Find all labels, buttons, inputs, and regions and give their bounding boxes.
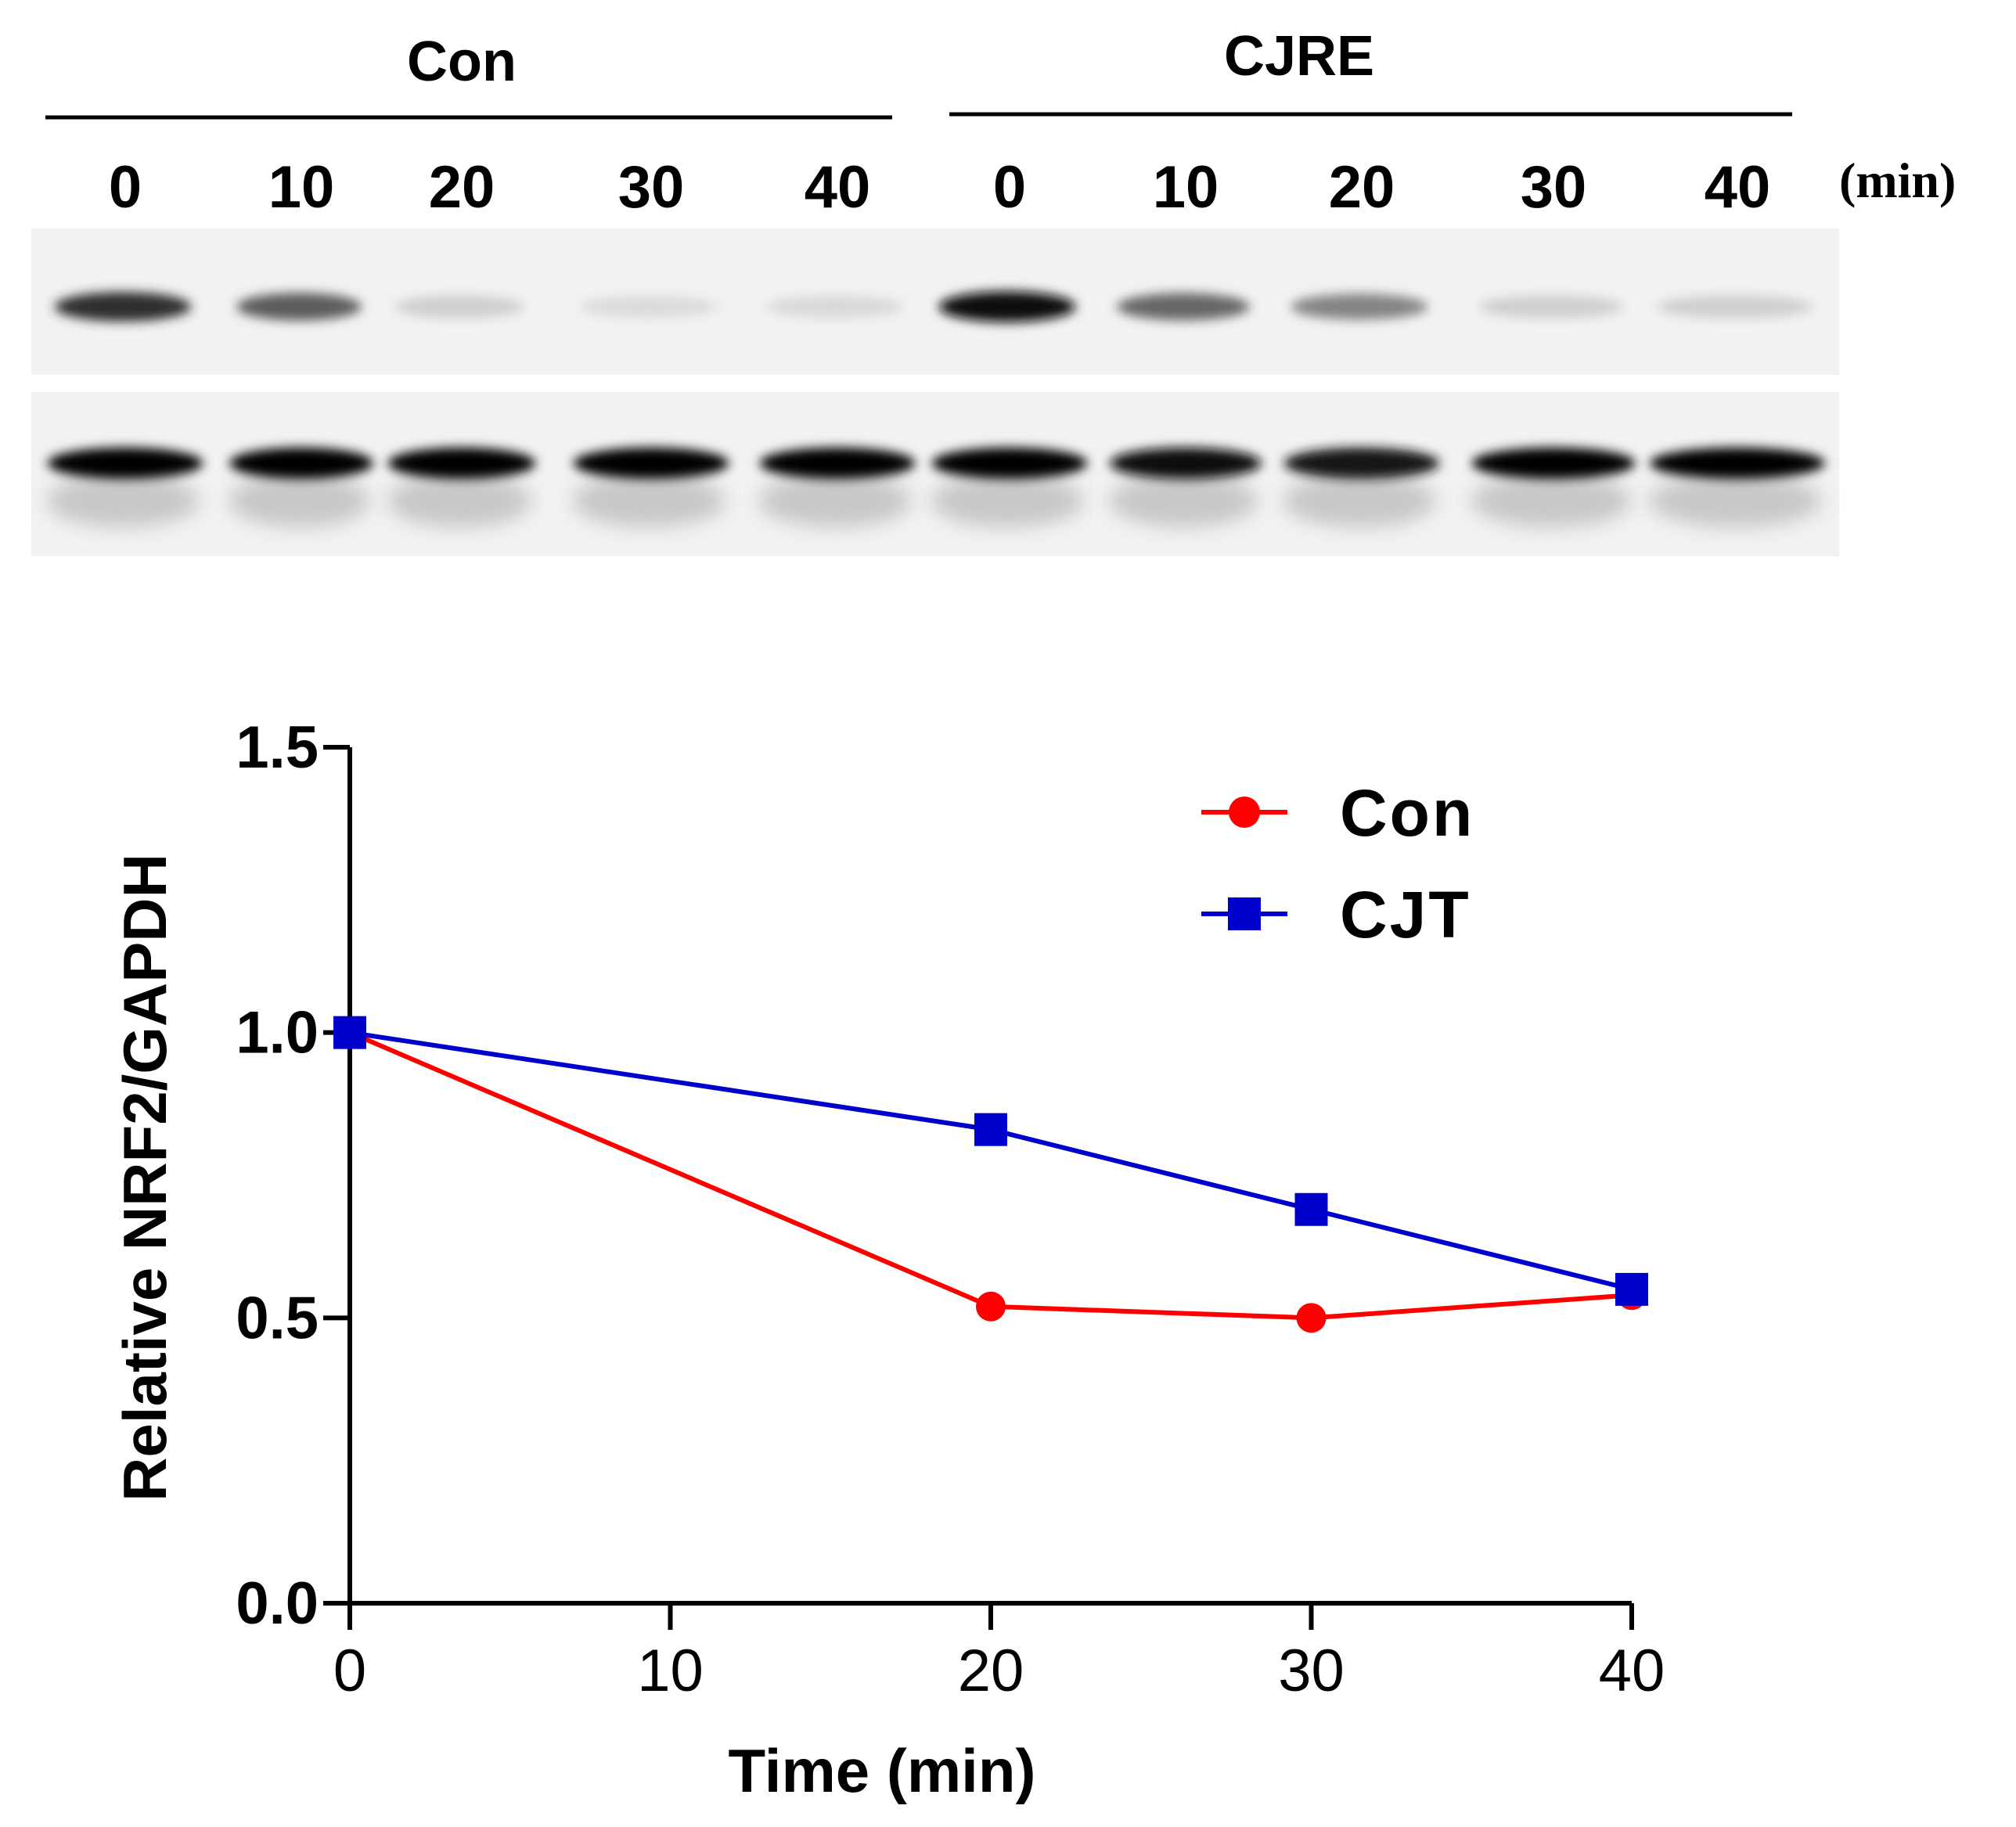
blot-lane-label: 20 bbox=[1329, 154, 1395, 221]
gapdh-band bbox=[229, 448, 373, 479]
blot-bands-gapdh bbox=[46, 448, 1825, 527]
gapdh-band-smear bbox=[1649, 474, 1821, 527]
gapdh-band bbox=[1650, 448, 1825, 479]
nrf2-band bbox=[1478, 295, 1624, 318]
series-lines bbox=[348, 1030, 1633, 1321]
gapdh-band-smear bbox=[1109, 474, 1258, 527]
x-axis: 0 10 20 30 40 bbox=[333, 1601, 1665, 1704]
x-tick-label: 20 bbox=[958, 1638, 1024, 1704]
gapdh-band-smear bbox=[931, 474, 1084, 527]
legend-label-cjt: CJT bbox=[1340, 878, 1471, 951]
y-tick-label: 0.0 bbox=[236, 1570, 319, 1637]
blot-lane-label: 10 bbox=[268, 154, 335, 221]
gapdh-band bbox=[387, 448, 536, 479]
gapdh-band-smear bbox=[46, 474, 200, 527]
series-line-con bbox=[348, 1030, 1633, 1321]
y-axis-title: Relative NRF2/GAPDH bbox=[110, 854, 179, 1502]
blot-lane-label: 40 bbox=[805, 154, 871, 221]
series-markers bbox=[333, 1016, 1648, 1333]
western-blot: Con CJRE 0 10 20 30 40 0 10 20 30 40 (min) bbox=[31, 25, 1956, 556]
blot-lane-label: 0 bbox=[109, 154, 142, 221]
line-chart: 0.0 0.5 1.0 1.5 0 10 20 30 40 Time (min) Relati… bbox=[110, 714, 1665, 1805]
gapdh-band-smear bbox=[229, 474, 369, 527]
gapdh-band bbox=[573, 448, 729, 479]
nrf2-band bbox=[394, 295, 524, 318]
blot-unit-label: (min) bbox=[1839, 153, 1956, 208]
y-tick-label: 1.0 bbox=[236, 1000, 319, 1066]
nrf2-band bbox=[54, 292, 192, 322]
chart-legend: Con CJT bbox=[1201, 776, 1474, 951]
blot-lane-label: 30 bbox=[1521, 154, 1587, 221]
x-axis-title: Time (min) bbox=[729, 1736, 1036, 1805]
gapdh-band bbox=[931, 448, 1088, 479]
gapdh-band bbox=[1283, 448, 1440, 479]
x-tick-label: 10 bbox=[637, 1638, 704, 1704]
nrf2-band bbox=[1291, 293, 1428, 320]
blot-group-label-cjre: CJRE bbox=[1224, 25, 1374, 88]
x-tick-label: 40 bbox=[1599, 1638, 1665, 1704]
blot-lane-labels: 0 10 20 30 40 0 10 20 30 40 bbox=[109, 154, 1770, 221]
legend-marker-cjt bbox=[1228, 897, 1261, 930]
series-line-cjt bbox=[349, 1030, 1633, 1292]
gapdh-band-smear bbox=[1471, 474, 1632, 527]
data-point-con bbox=[1296, 1303, 1327, 1333]
data-point-cjt bbox=[1615, 1272, 1648, 1306]
nrf2-band bbox=[938, 291, 1076, 322]
y-axis: 0.0 0.5 1.0 1.5 bbox=[236, 714, 352, 1637]
x-tick-label: 30 bbox=[1278, 1638, 1345, 1704]
legend-label-con: Con bbox=[1340, 776, 1474, 850]
nrf2-band bbox=[580, 295, 718, 318]
nrf2-band bbox=[236, 293, 362, 321]
gapdh-band bbox=[1110, 448, 1262, 479]
nrf2-band bbox=[766, 295, 904, 318]
data-point-cjt bbox=[974, 1113, 1007, 1146]
data-point-con bbox=[976, 1291, 1006, 1322]
data-point-cjt bbox=[333, 1016, 366, 1049]
blot-lane-label: 40 bbox=[1705, 154, 1771, 221]
gapdh-band-smear bbox=[572, 474, 725, 527]
y-tick-label: 1.5 bbox=[236, 714, 319, 781]
gapdh-band-smear bbox=[387, 474, 532, 527]
blot-lane-label: 10 bbox=[1153, 154, 1219, 221]
x-tick-label: 0 bbox=[333, 1638, 366, 1704]
gapdh-band-smear bbox=[1283, 474, 1436, 527]
nrf2-band bbox=[1117, 293, 1250, 321]
blot-lane-label: 0 bbox=[993, 154, 1026, 221]
nrf2-band bbox=[1657, 295, 1813, 318]
blot-group-label-con: Con bbox=[407, 31, 517, 93]
blot-lane-label: 20 bbox=[429, 154, 495, 221]
y-tick-label: 0.5 bbox=[236, 1285, 319, 1351]
gapdh-band bbox=[47, 448, 203, 479]
blot-lane-label: 30 bbox=[618, 154, 685, 221]
gapdh-band bbox=[1471, 448, 1636, 479]
legend-marker-con bbox=[1229, 797, 1260, 828]
data-point-cjt bbox=[1294, 1192, 1328, 1226]
blot-bands-nrf2 bbox=[54, 291, 1813, 322]
gapdh-band bbox=[759, 448, 916, 479]
gapdh-band-smear bbox=[758, 474, 912, 527]
